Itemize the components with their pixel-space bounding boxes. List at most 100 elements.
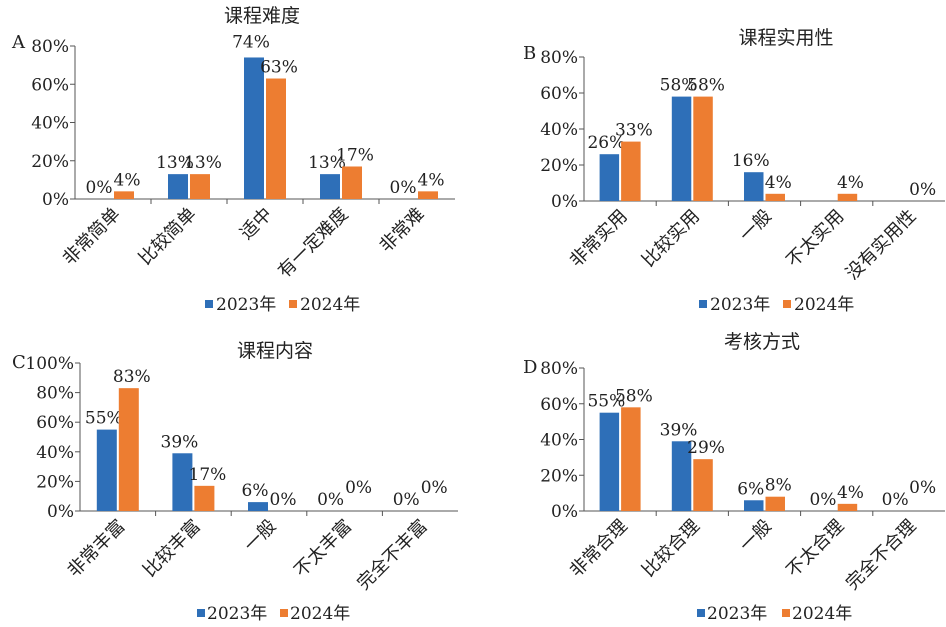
chart-d-x-tick-label: 非常合理 bbox=[566, 516, 632, 582]
chart-b-data-label: 26% bbox=[587, 133, 625, 153]
chart-b-data-label: 4% bbox=[765, 173, 792, 193]
chart-d-y-tick-label: 20% bbox=[540, 466, 578, 486]
chart-a-legend-label-2023: 2023年 bbox=[216, 295, 276, 315]
chart-d-x-tick-label: 比较合理 bbox=[638, 516, 704, 582]
chart-c-y-tick-label: 100% bbox=[25, 354, 74, 374]
chart-d-x-tick-label: 不太合理 bbox=[782, 516, 848, 582]
chart-c-legend-label-2024: 2024年 bbox=[290, 604, 350, 624]
chart-a-bar-2024 bbox=[342, 166, 362, 199]
chart-a-y-tick-label: 20% bbox=[31, 152, 69, 172]
chart-c-legend-label-2023: 2023年 bbox=[207, 604, 267, 624]
chart-d-bar-2024 bbox=[765, 496, 785, 511]
chart-a-bar-2023 bbox=[168, 174, 188, 199]
chart-c-title: 课程内容 bbox=[237, 340, 313, 362]
chart-c-data-label: 6% bbox=[242, 481, 269, 501]
chart-c-data-label: 0% bbox=[345, 478, 372, 498]
chart-a-data-label: 63% bbox=[260, 58, 298, 78]
chart-a-data-label: 4% bbox=[114, 170, 141, 190]
chart-b-y-tick-label: 20% bbox=[540, 156, 578, 176]
chart-a-x-tick-label: 有一定难度 bbox=[274, 204, 352, 282]
chart-b-data-label: 16% bbox=[732, 151, 770, 171]
chart-b-x-tick-label: 非常实用 bbox=[566, 206, 632, 272]
chart-d-data-label: 8% bbox=[765, 476, 792, 496]
chart-a-legend-label-2024: 2024年 bbox=[300, 295, 360, 315]
chart-d-data-label: 0% bbox=[809, 490, 836, 510]
chart-c-bar-2023 bbox=[96, 429, 117, 511]
chart-b-data-label: 0% bbox=[909, 180, 936, 200]
chart-a-data-label: 0% bbox=[86, 178, 113, 198]
chart-c-panel-label: C bbox=[12, 352, 26, 373]
chart-b-title: 课程实用性 bbox=[738, 27, 833, 49]
chart-a-bar-2023 bbox=[244, 57, 264, 199]
chart-c-data-label: 0% bbox=[317, 490, 344, 510]
chart-d-bar-2023 bbox=[599, 412, 620, 511]
chart-a-legend-swatch-2024 bbox=[289, 300, 297, 308]
chart-a-y-tick-label: 80% bbox=[31, 37, 69, 57]
chart-c-data-label: 17% bbox=[189, 465, 227, 485]
chart-a-data-label: 74% bbox=[232, 32, 270, 52]
chart-d-x-tick-label: 一般 bbox=[736, 516, 776, 556]
chart-c-x-tick-label: 一般 bbox=[240, 516, 280, 556]
chart-b-bar-2024 bbox=[837, 193, 858, 201]
chart-a-bar-2023 bbox=[320, 174, 340, 199]
chart-b-legend-swatch-2024 bbox=[783, 300, 791, 308]
chart-a-y-tick-label: 0% bbox=[42, 190, 69, 210]
chart-a-panel-label: A bbox=[11, 32, 26, 53]
chart-c-data-label: 55% bbox=[85, 409, 123, 429]
chart-c-x-tick-label: 完全不丰富 bbox=[353, 516, 431, 594]
chart-d-data-label: 29% bbox=[687, 438, 725, 458]
chart-c-data-label: 0% bbox=[421, 478, 448, 498]
chart-a-data-label: 13% bbox=[184, 153, 222, 173]
chart-d-bar-2023 bbox=[744, 500, 764, 511]
chart-c-x-tick-label: 比较丰富 bbox=[139, 516, 205, 582]
chart-b-y-tick-label: 40% bbox=[540, 120, 578, 140]
chart-d-y-tick-label: 40% bbox=[540, 431, 578, 451]
chart-b-y-tick-label: 60% bbox=[540, 84, 578, 104]
chart-b-y-tick-label: 0% bbox=[551, 192, 578, 212]
chart-d-bar-2023 bbox=[671, 441, 692, 511]
chart-a-x-tick-label: 非常难 bbox=[376, 204, 429, 257]
chart-a-title: 课程难度 bbox=[224, 5, 300, 27]
chart-a-x-tick-label: 适中 bbox=[236, 204, 276, 244]
chart-b-bar-2024 bbox=[765, 193, 785, 201]
chart-b-bar-2024 bbox=[693, 96, 713, 201]
chart-a-legend-swatch-2023 bbox=[205, 300, 213, 308]
chart-d-data-label: 55% bbox=[587, 392, 625, 412]
chart-b-x-tick-label: 比较实用 bbox=[638, 206, 704, 272]
chart-a-x-tick-label: 非常简单 bbox=[59, 204, 125, 270]
chart-b-legend-label-2024: 2024年 bbox=[794, 295, 854, 315]
chart-a-data-label: 13% bbox=[308, 153, 346, 173]
chart-b-bar-2023 bbox=[671, 96, 692, 201]
chart-c-bar-2024 bbox=[118, 388, 139, 511]
chart-d-data-label: 0% bbox=[882, 490, 909, 510]
chart-d-x-tick-label: 完全不合理 bbox=[842, 516, 920, 594]
chart-b-data-label: 33% bbox=[615, 121, 653, 141]
chart-c-legend-swatch-2023 bbox=[197, 609, 205, 617]
chart-c-data-label: 39% bbox=[161, 432, 199, 452]
chart-c-y-tick-label: 60% bbox=[36, 413, 74, 433]
chart-b-data-label: 58% bbox=[660, 76, 698, 96]
chart-d-y-tick-label: 60% bbox=[540, 395, 578, 415]
chart-a-data-label: 4% bbox=[418, 170, 445, 190]
chart-d-data-label: 39% bbox=[660, 420, 698, 440]
chart-d-legend-swatch-2024 bbox=[782, 609, 790, 617]
chart-b-bar-2024 bbox=[621, 141, 641, 201]
chart-a-bar-2024 bbox=[418, 191, 438, 199]
chart-a-bar-2024 bbox=[266, 78, 286, 199]
chart-c-y-tick-label: 0% bbox=[47, 502, 74, 522]
chart-a-y-tick-label: 60% bbox=[31, 75, 69, 95]
chart-d-data-label: 58% bbox=[615, 386, 653, 406]
chart-d-y-tick-label: 80% bbox=[540, 359, 578, 379]
chart-b-x-tick-label: 一般 bbox=[736, 206, 776, 246]
chart-c-y-tick-label: 20% bbox=[36, 472, 74, 492]
chart-c-data-label: 0% bbox=[270, 490, 297, 510]
chart-b-x-tick-label: 没有实用性 bbox=[842, 206, 920, 284]
chart-b-legend-swatch-2023 bbox=[699, 300, 707, 308]
chart-d-legend-label-2023: 2023年 bbox=[707, 604, 767, 624]
chart-a-data-label: 13% bbox=[156, 153, 194, 173]
chart-d-bar-2024 bbox=[837, 503, 858, 511]
chart-c-bar-2023 bbox=[172, 453, 193, 511]
chart-b-panel-label: B bbox=[523, 43, 536, 64]
